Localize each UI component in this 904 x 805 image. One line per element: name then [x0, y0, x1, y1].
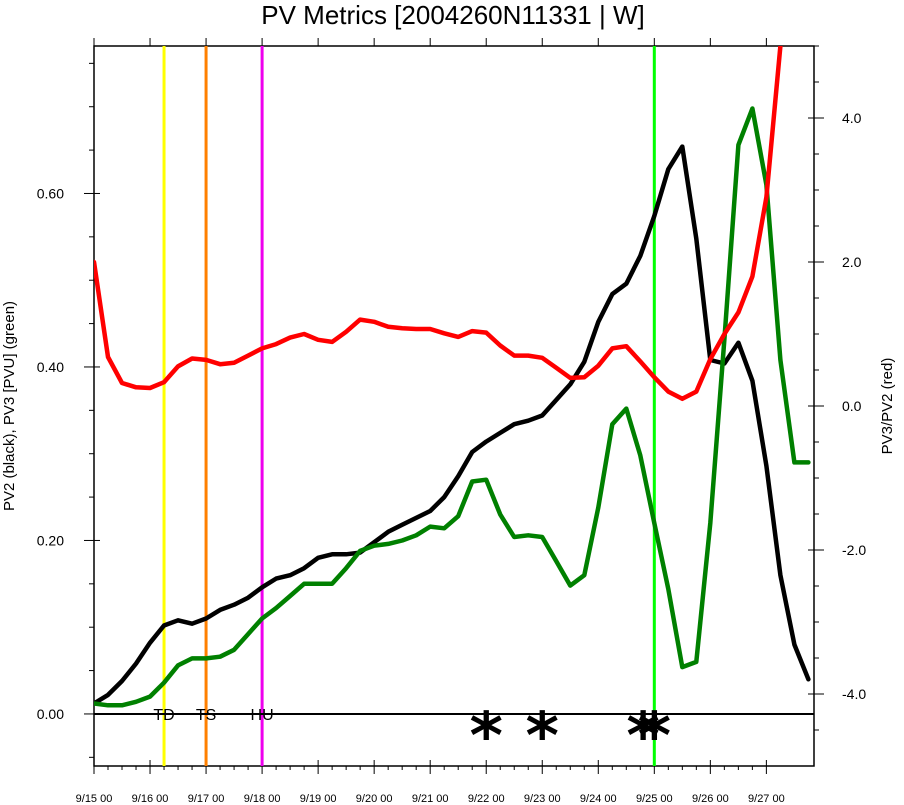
- star-marker: *: [526, 700, 559, 774]
- y-right-tick-label: 2.0: [842, 254, 862, 270]
- event-label: HU: [251, 707, 274, 724]
- x-tick-label: 9/18 00: [244, 793, 281, 805]
- series-line-pv2: [94, 144, 811, 706]
- y-axis-right-label: PV3/PV2 (red): [879, 358, 896, 455]
- event-label: TS: [196, 707, 216, 724]
- y-left-tick-label: 0.00: [37, 706, 64, 722]
- y-right-tick-label: 0.0: [842, 398, 862, 414]
- y-right-tick-label: -4.0: [842, 686, 866, 702]
- x-tick-label: 9/19 00: [300, 793, 337, 805]
- x-tick-label: 9/23 00: [524, 793, 561, 805]
- y-right-tick-label: -2.0: [842, 542, 866, 558]
- y-left-tick-label: 0.60: [37, 185, 64, 201]
- y-left-tick-label: 0.40: [37, 359, 64, 375]
- y-left-tick-label: 0.20: [37, 532, 64, 548]
- plot-area: 9/15 00 9/16 00 9/17 00 9/18 00 9/19 00 9/20 …: [37, 38, 866, 805]
- y-right-tick-label: 4.0: [842, 110, 862, 126]
- series-line-pv3-pv2: [94, 46, 783, 402]
- x-tick-label: 9/24 00: [580, 793, 617, 805]
- x-tick-label: 9/22 00: [468, 793, 505, 805]
- star-marker: *: [469, 700, 502, 774]
- x-tick-label: 9/20 00: [356, 793, 393, 805]
- x-tick-label: 9/26 00: [692, 793, 729, 805]
- x-tick-label: 9/17 00: [188, 793, 225, 805]
- star-marker: *: [626, 700, 659, 774]
- event-label: TD: [153, 707, 174, 724]
- x-tick-label: 9/16 00: [132, 793, 169, 805]
- star-marker: *: [638, 700, 671, 774]
- chart-title: PV Metrics [2004260N11331 | W]: [261, 0, 644, 30]
- x-tick-label: 9/27 00: [748, 793, 785, 805]
- y-axis-left-label: PV2 (black), PV3 [PVU] (green): [1, 301, 18, 511]
- x-tick-label: 9/25 00: [636, 793, 673, 805]
- x-tick-label: 9/21 00: [412, 793, 449, 805]
- series-line-pv3: [94, 106, 811, 708]
- x-tick-label: 9/15 00: [76, 793, 113, 805]
